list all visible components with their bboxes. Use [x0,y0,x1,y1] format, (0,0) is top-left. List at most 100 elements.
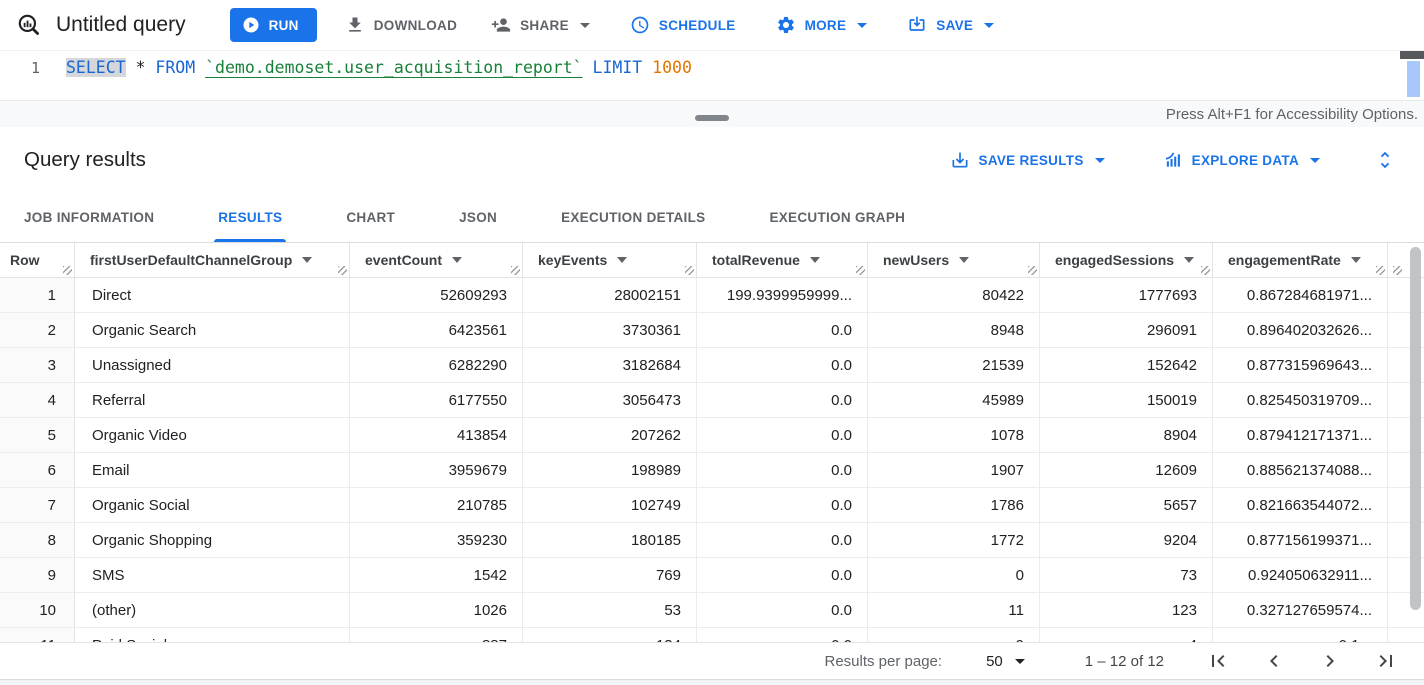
window-bottom-strip [0,679,1424,685]
column-resize-handle[interactable] [338,266,347,275]
column-header-row[interactable]: Row [0,243,75,277]
row-number: 4 [0,383,75,417]
save-icon [907,15,927,35]
schedule-button[interactable]: SCHEDULE [620,9,746,41]
last-page-button[interactable] [1374,649,1398,673]
column-resize-handle[interactable] [63,266,72,275]
table-cell: 123 [1040,593,1213,627]
dropdown-caret-icon [1094,157,1105,163]
column-menu-caret-icon[interactable] [302,257,313,263]
table-row: 2 Organic Search 6423561 3730361 0.0 8948 2960… [0,313,1424,348]
previous-page-button[interactable] [1262,649,1286,673]
column-header-engagementRate[interactable]: engagementRate [1213,243,1388,277]
person-add-icon [491,15,511,35]
table-cell: 6282290 [350,348,523,382]
share-button[interactable]: SHARE [481,9,600,41]
column-menu-caret-icon[interactable] [1350,257,1361,263]
play-circle-icon [242,16,260,34]
table-cell: 1777693 [1040,278,1213,312]
download-icon [345,15,365,35]
first-page-button[interactable] [1206,649,1230,673]
editor-scrollbar-thumb[interactable] [1407,61,1420,97]
table-row: 10 (other) 1026 53 0.0 11 123 0.327127659574... [0,593,1424,628]
page-size-select[interactable]: 50 [986,653,1025,670]
page-range-label: 1 – 12 of 12 [1084,652,1164,670]
table-cell: 80422 [868,278,1040,312]
table-cell: 207262 [523,418,697,452]
column-resize-handle[interactable] [1393,266,1402,275]
table-cell: 3182684 [523,348,697,382]
tab-json[interactable]: JSON [459,210,498,225]
column-header-engagedSessions[interactable]: engagedSessions [1040,243,1213,277]
table-cell: 0 [868,558,1040,592]
dropdown-caret-icon [857,22,868,28]
column-menu-caret-icon[interactable] [1184,257,1195,263]
scrollbar-thumb[interactable] [1410,247,1421,610]
column-menu-caret-icon[interactable] [452,257,462,263]
expand-collapse-results-button[interactable] [1368,143,1402,177]
explore-data-button[interactable]: EXPLORE DATA [1153,144,1330,176]
splitter-drag-handle[interactable] [695,115,729,121]
sql-table-reference-link[interactable]: `demo.demoset.user_acquisition_report` [205,58,583,77]
column-resize-handle[interactable] [1201,266,1210,275]
table-cell: 199.9399959999... [697,278,868,312]
column-header-totalRevenue[interactable]: totalRevenue [697,243,868,277]
column-resize-handle[interactable] [856,266,865,275]
table-cell: 180185 [523,523,697,557]
table-cell: 296091 [1040,313,1213,347]
column-header-label: newUsers [883,252,950,268]
sql-editor[interactable]: 1 SELECT * FROM `demo.demoset.user_acqui… [0,51,1424,100]
table-row: 3 Unassigned 6282290 3182684 0.0 21539 152642 0… [0,348,1424,383]
download-button[interactable]: DOWNLOAD [335,9,467,41]
cell-spacer [1388,453,1404,487]
more-button[interactable]: MORE [766,9,878,41]
table-cell: 52609293 [350,278,523,312]
table-vertical-scrollbar[interactable] [1408,245,1424,640]
column-header-newUsers[interactable]: newUsers [868,243,1040,277]
column-header-keyEvents[interactable]: keyEvents [523,243,697,277]
save-button[interactable]: SAVE [897,9,1004,41]
query-title[interactable]: Untitled query [56,13,186,36]
column-resize-handle[interactable] [511,266,520,275]
tab-results[interactable]: RESULTS [186,193,314,242]
column-header-firstUserDefaultChannelGroup[interactable]: firstUserDefaultChannelGroup [75,243,350,277]
sql-code-line[interactable]: SELECT * FROM `demo.demoset.user_acquisi… [48,51,692,100]
table-cell: 150019 [1040,383,1213,417]
column-header-label: Row [10,252,40,268]
row-number: 2 [0,313,75,347]
column-menu-caret-icon[interactable] [809,257,820,263]
cell-spacer [1388,418,1404,452]
table-cell: 0.0 [697,523,868,557]
run-button[interactable]: RUN [229,8,317,42]
column-resize-handle[interactable] [1376,266,1385,275]
row-number: 5 [0,418,75,452]
table-cell: 9204 [1040,523,1213,557]
tab-execution-details[interactable]: EXECUTION DETAILS [561,210,706,225]
table-row: 4 Referral 6177550 3056473 0.0 45989 150019 0.8… [0,383,1424,418]
results-actions: SAVE RESULTS EXPLORE DATA [940,143,1402,177]
table-cell: 1542 [350,558,523,592]
table-cell: 102749 [523,488,697,522]
dropdown-caret-icon [984,22,995,28]
results-table: Row firstUserDefaultChannelGroup eventCoun… [0,243,1424,642]
column-resize-handle[interactable] [1028,266,1037,275]
next-page-button[interactable] [1318,649,1342,673]
tab-execution-graph[interactable]: EXECUTION GRAPH [769,210,906,225]
table-cell: 0.0 [697,593,868,627]
table-cell: 0.0 [697,418,868,452]
column-resize-handle[interactable] [685,266,694,275]
table-cell: 12609 [1040,453,1213,487]
table-cell: 0.879412171371... [1213,418,1388,452]
tab-chart[interactable]: CHART [346,210,396,225]
table-cell: 73 [1040,558,1213,592]
unfold-more-icon [1374,149,1396,171]
tab-job-information[interactable]: JOB INFORMATION [24,210,155,225]
cell-spacer [1388,278,1404,312]
column-menu-caret-icon[interactable] [617,257,628,263]
column-header-eventCount[interactable]: eventCount [350,243,523,277]
line-number: 1 [30,59,40,77]
table-cell: 1907 [868,453,1040,487]
row-number: 1 [0,278,75,312]
column-menu-caret-icon[interactable] [959,257,970,263]
save-results-button[interactable]: SAVE RESULTS [940,144,1115,176]
